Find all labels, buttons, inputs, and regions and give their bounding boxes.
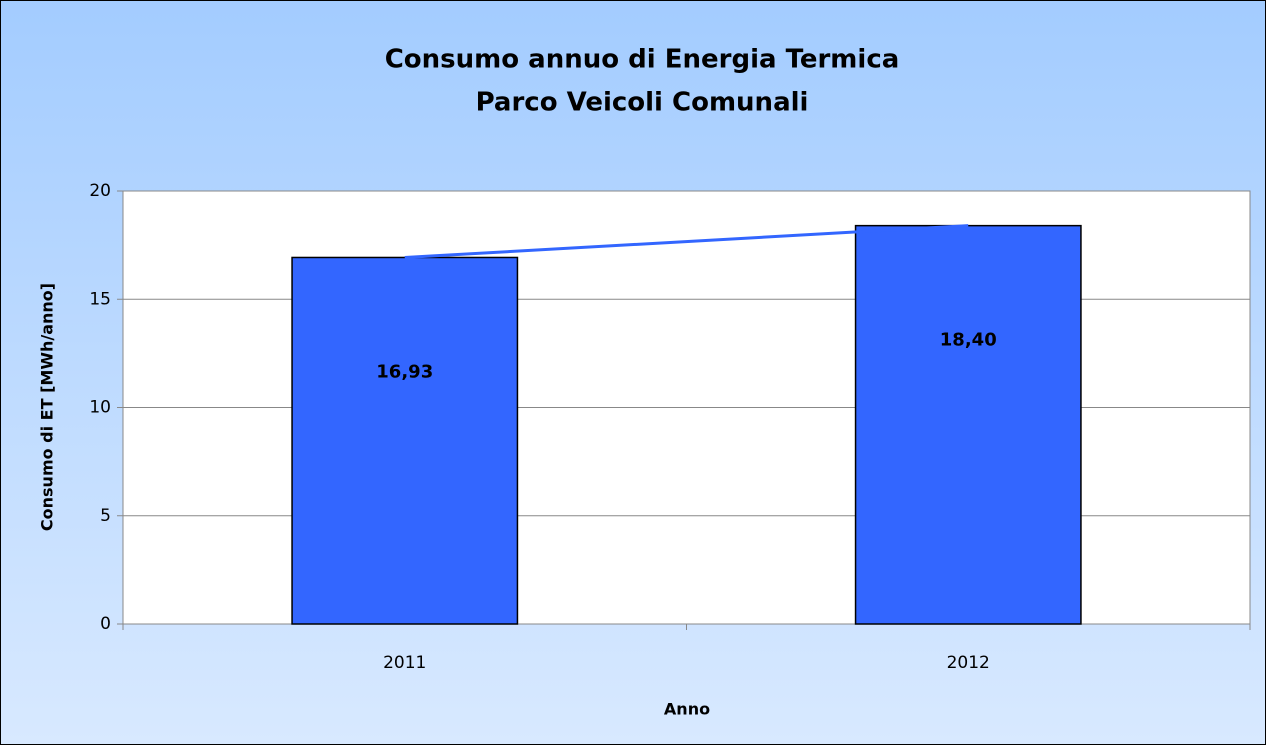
value-label: 18,40 xyxy=(940,330,997,351)
chart-title: Consumo annuo di Energia Termica xyxy=(385,45,900,75)
y-tick-label: 10 xyxy=(89,398,111,418)
value-label: 16,93 xyxy=(376,361,433,382)
y-tick-label: 5 xyxy=(100,506,111,526)
bar xyxy=(291,256,519,625)
connect-line xyxy=(404,224,969,259)
y-tick-label: 15 xyxy=(89,289,111,309)
y-tick-label: 20 xyxy=(89,181,111,201)
chart-subtitle: Parco Veicoli Comunali xyxy=(476,88,809,118)
y-axis-title: Consumo di ET [MWh/anno] xyxy=(38,283,57,531)
x-tick-label: 2012 xyxy=(947,653,990,673)
x-axis-title: Anno xyxy=(664,700,710,719)
bar xyxy=(854,224,1082,625)
y-tick-label: 0 xyxy=(100,614,111,634)
x-tick-label: 2011 xyxy=(383,653,426,673)
